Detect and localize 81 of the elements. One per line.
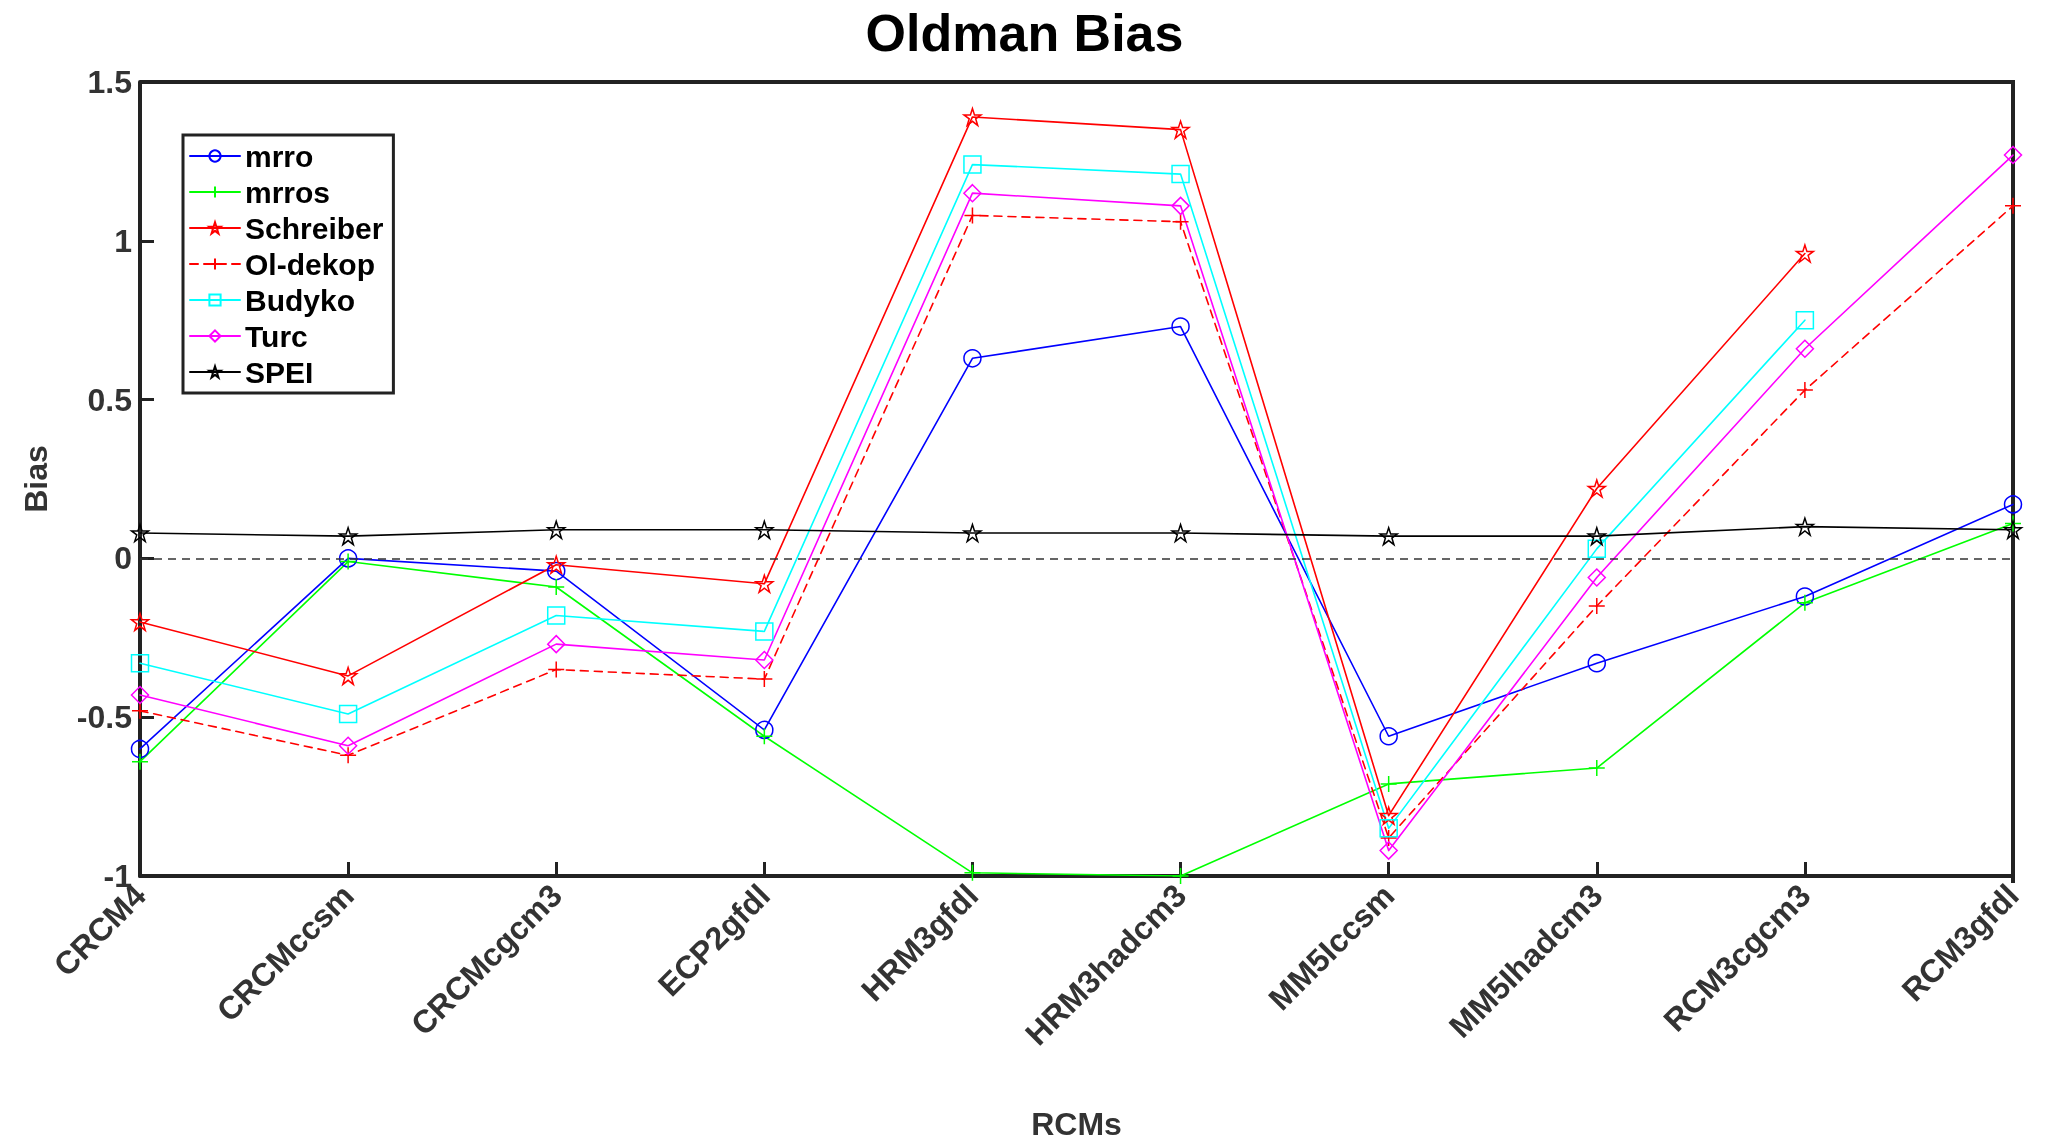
x-axis-title: RCMs bbox=[1031, 1106, 1122, 1142]
point bbox=[130, 653, 150, 673]
point bbox=[1171, 196, 1190, 216]
point bbox=[2003, 495, 2023, 514]
point bbox=[1587, 479, 1607, 498]
point bbox=[755, 727, 774, 746]
point bbox=[1588, 759, 1606, 777]
point bbox=[1171, 120, 1190, 139]
point bbox=[963, 155, 982, 174]
point bbox=[963, 206, 982, 225]
point bbox=[1379, 819, 1398, 838]
legend-label: SPEI bbox=[245, 355, 314, 389]
point bbox=[1796, 594, 1814, 612]
point bbox=[963, 864, 982, 882]
point bbox=[130, 739, 150, 759]
legend-label: Schreiber bbox=[245, 211, 384, 245]
point bbox=[1379, 829, 1398, 847]
point bbox=[339, 746, 357, 765]
point bbox=[1171, 212, 1190, 231]
point bbox=[546, 555, 566, 574]
point bbox=[1795, 339, 1815, 359]
point bbox=[1795, 587, 1815, 606]
point bbox=[1379, 727, 1398, 746]
point bbox=[1796, 381, 1814, 399]
point bbox=[755, 622, 774, 641]
y-tick-label: 0 bbox=[114, 540, 132, 577]
legend-label: mrro bbox=[245, 139, 314, 173]
point bbox=[2004, 197, 2022, 215]
point bbox=[1171, 867, 1190, 885]
y-tick-label: 1 bbox=[114, 222, 132, 259]
point bbox=[755, 520, 774, 540]
point bbox=[338, 526, 358, 546]
point bbox=[1379, 526, 1398, 546]
point bbox=[2004, 514, 2022, 533]
legend-label: Budyko bbox=[245, 283, 356, 317]
point bbox=[963, 523, 982, 543]
legend-label: Ol-dekop bbox=[245, 247, 376, 281]
point bbox=[131, 702, 149, 720]
point bbox=[338, 736, 358, 756]
point bbox=[1379, 806, 1398, 825]
point bbox=[963, 349, 982, 368]
point bbox=[338, 704, 358, 724]
legend-label: mrros bbox=[245, 175, 331, 209]
point bbox=[131, 752, 149, 771]
point bbox=[963, 107, 982, 127]
point bbox=[2003, 520, 2023, 540]
point bbox=[1587, 539, 1607, 559]
y-tick-label: -0.5 bbox=[76, 699, 132, 736]
point bbox=[963, 183, 982, 203]
legend-label: Turc bbox=[245, 319, 308, 353]
y-tick-label: 1.5 bbox=[87, 64, 132, 100]
point bbox=[1795, 517, 1815, 536]
point bbox=[546, 606, 566, 625]
point bbox=[130, 612, 150, 632]
point bbox=[547, 660, 565, 679]
point bbox=[1587, 568, 1607, 587]
point bbox=[1587, 653, 1607, 673]
point bbox=[755, 574, 774, 594]
y-tick-label: 0.5 bbox=[87, 381, 132, 418]
point bbox=[1171, 317, 1190, 336]
point bbox=[130, 685, 150, 705]
point bbox=[1587, 526, 1607, 546]
point bbox=[546, 634, 566, 654]
y-axis-title: Bias bbox=[18, 445, 54, 513]
point bbox=[1588, 597, 1606, 615]
point bbox=[2003, 145, 2023, 165]
point bbox=[546, 561, 566, 581]
point bbox=[1795, 310, 1815, 330]
point bbox=[1379, 775, 1398, 793]
point bbox=[755, 720, 774, 740]
point bbox=[1795, 244, 1815, 263]
point bbox=[755, 650, 774, 670]
point bbox=[546, 520, 566, 540]
point bbox=[1171, 523, 1190, 543]
point bbox=[547, 578, 565, 596]
point bbox=[1171, 164, 1190, 184]
point bbox=[338, 666, 358, 686]
chart-title: Oldman Bias bbox=[865, 4, 1184, 62]
point bbox=[1379, 841, 1398, 860]
point bbox=[130, 523, 150, 543]
point bbox=[755, 670, 774, 688]
